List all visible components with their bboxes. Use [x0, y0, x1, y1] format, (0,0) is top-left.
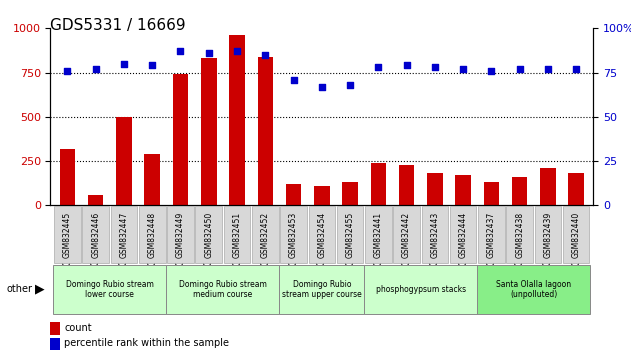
Text: GSM832443: GSM832443 [430, 211, 439, 258]
Bar [88, 195, 103, 205]
Text: GSM832450: GSM832450 [204, 211, 213, 258]
Text: GSM832444: GSM832444 [459, 211, 468, 258]
Bar [286, 184, 302, 205]
Point [204, 50, 214, 56]
Text: GDS5331 / 16669: GDS5331 / 16669 [50, 18, 186, 33]
Text: GSM832445: GSM832445 [63, 211, 72, 258]
Bar [229, 35, 245, 205]
Point [345, 82, 355, 88]
Point [515, 66, 525, 72]
FancyBboxPatch shape [393, 206, 420, 263]
Text: GSM832448: GSM832448 [148, 211, 156, 258]
Bar [144, 154, 160, 205]
Point [62, 68, 73, 74]
Text: GSM832442: GSM832442 [402, 211, 411, 258]
Point [147, 63, 157, 68]
Text: GSM832447: GSM832447 [119, 211, 129, 258]
Point [288, 77, 298, 82]
Bar [173, 74, 188, 205]
Text: GSM832451: GSM832451 [232, 211, 242, 258]
FancyBboxPatch shape [252, 206, 278, 263]
Text: GSM832438: GSM832438 [515, 211, 524, 258]
FancyBboxPatch shape [450, 206, 476, 263]
Text: GSM832454: GSM832454 [317, 211, 326, 258]
Bar [201, 58, 216, 205]
Point [91, 66, 101, 72]
Bar [116, 117, 132, 205]
Text: GSM832449: GSM832449 [176, 211, 185, 258]
FancyBboxPatch shape [477, 265, 591, 314]
FancyBboxPatch shape [337, 206, 363, 263]
FancyBboxPatch shape [53, 265, 167, 314]
FancyBboxPatch shape [110, 206, 138, 263]
Text: GSM832441: GSM832441 [374, 211, 383, 258]
Bar [257, 57, 273, 205]
Text: Santa Olalla lagoon
(unpolluted): Santa Olalla lagoon (unpolluted) [496, 280, 571, 299]
Text: GSM832437: GSM832437 [487, 211, 496, 258]
FancyBboxPatch shape [224, 206, 251, 263]
Text: percentile rank within the sample: percentile rank within the sample [64, 338, 229, 348]
Bar [569, 173, 584, 205]
FancyBboxPatch shape [365, 206, 392, 263]
Text: GSM832453: GSM832453 [289, 211, 298, 258]
Bar [512, 177, 528, 205]
FancyBboxPatch shape [309, 206, 335, 263]
Bar [60, 149, 75, 205]
Bar [427, 173, 442, 205]
Point [317, 84, 327, 90]
Bar [342, 182, 358, 205]
Point [487, 68, 497, 74]
Text: other: other [6, 284, 32, 293]
Bar [314, 186, 329, 205]
FancyBboxPatch shape [478, 206, 505, 263]
Bar [540, 168, 556, 205]
Point [543, 66, 553, 72]
Point [571, 66, 581, 72]
Text: GSM832439: GSM832439 [543, 211, 552, 258]
Text: GSM832440: GSM832440 [572, 211, 581, 258]
Bar [50, 322, 60, 335]
FancyBboxPatch shape [364, 265, 477, 314]
Bar [399, 165, 415, 205]
FancyBboxPatch shape [534, 206, 561, 263]
Text: GSM832455: GSM832455 [346, 211, 355, 258]
Bar [370, 163, 386, 205]
FancyBboxPatch shape [167, 265, 280, 314]
Text: count: count [64, 322, 91, 332]
FancyBboxPatch shape [83, 206, 109, 263]
Text: Domingo Rubio stream
medium course: Domingo Rubio stream medium course [179, 280, 267, 299]
Point [430, 64, 440, 70]
Text: GSM832452: GSM832452 [261, 211, 270, 258]
Point [175, 48, 186, 54]
FancyBboxPatch shape [422, 206, 448, 263]
Text: Domingo Rubio stream
lower course: Domingo Rubio stream lower course [66, 280, 154, 299]
Text: ▶: ▶ [35, 282, 44, 295]
FancyBboxPatch shape [563, 206, 589, 263]
FancyBboxPatch shape [139, 206, 165, 263]
FancyBboxPatch shape [167, 206, 194, 263]
FancyBboxPatch shape [506, 206, 533, 263]
FancyBboxPatch shape [196, 206, 222, 263]
Text: Domingo Rubio
stream upper course: Domingo Rubio stream upper course [282, 280, 362, 299]
FancyBboxPatch shape [280, 206, 307, 263]
Bar [456, 175, 471, 205]
FancyBboxPatch shape [54, 206, 81, 263]
Point [232, 48, 242, 54]
Bar [483, 182, 499, 205]
Text: GSM832446: GSM832446 [91, 211, 100, 258]
Bar [50, 338, 60, 350]
Text: phosphogypsum stacks: phosphogypsum stacks [375, 285, 466, 294]
Point [260, 52, 270, 58]
FancyBboxPatch shape [280, 265, 364, 314]
Point [119, 61, 129, 67]
Point [458, 66, 468, 72]
Point [401, 63, 411, 68]
Point [374, 64, 384, 70]
